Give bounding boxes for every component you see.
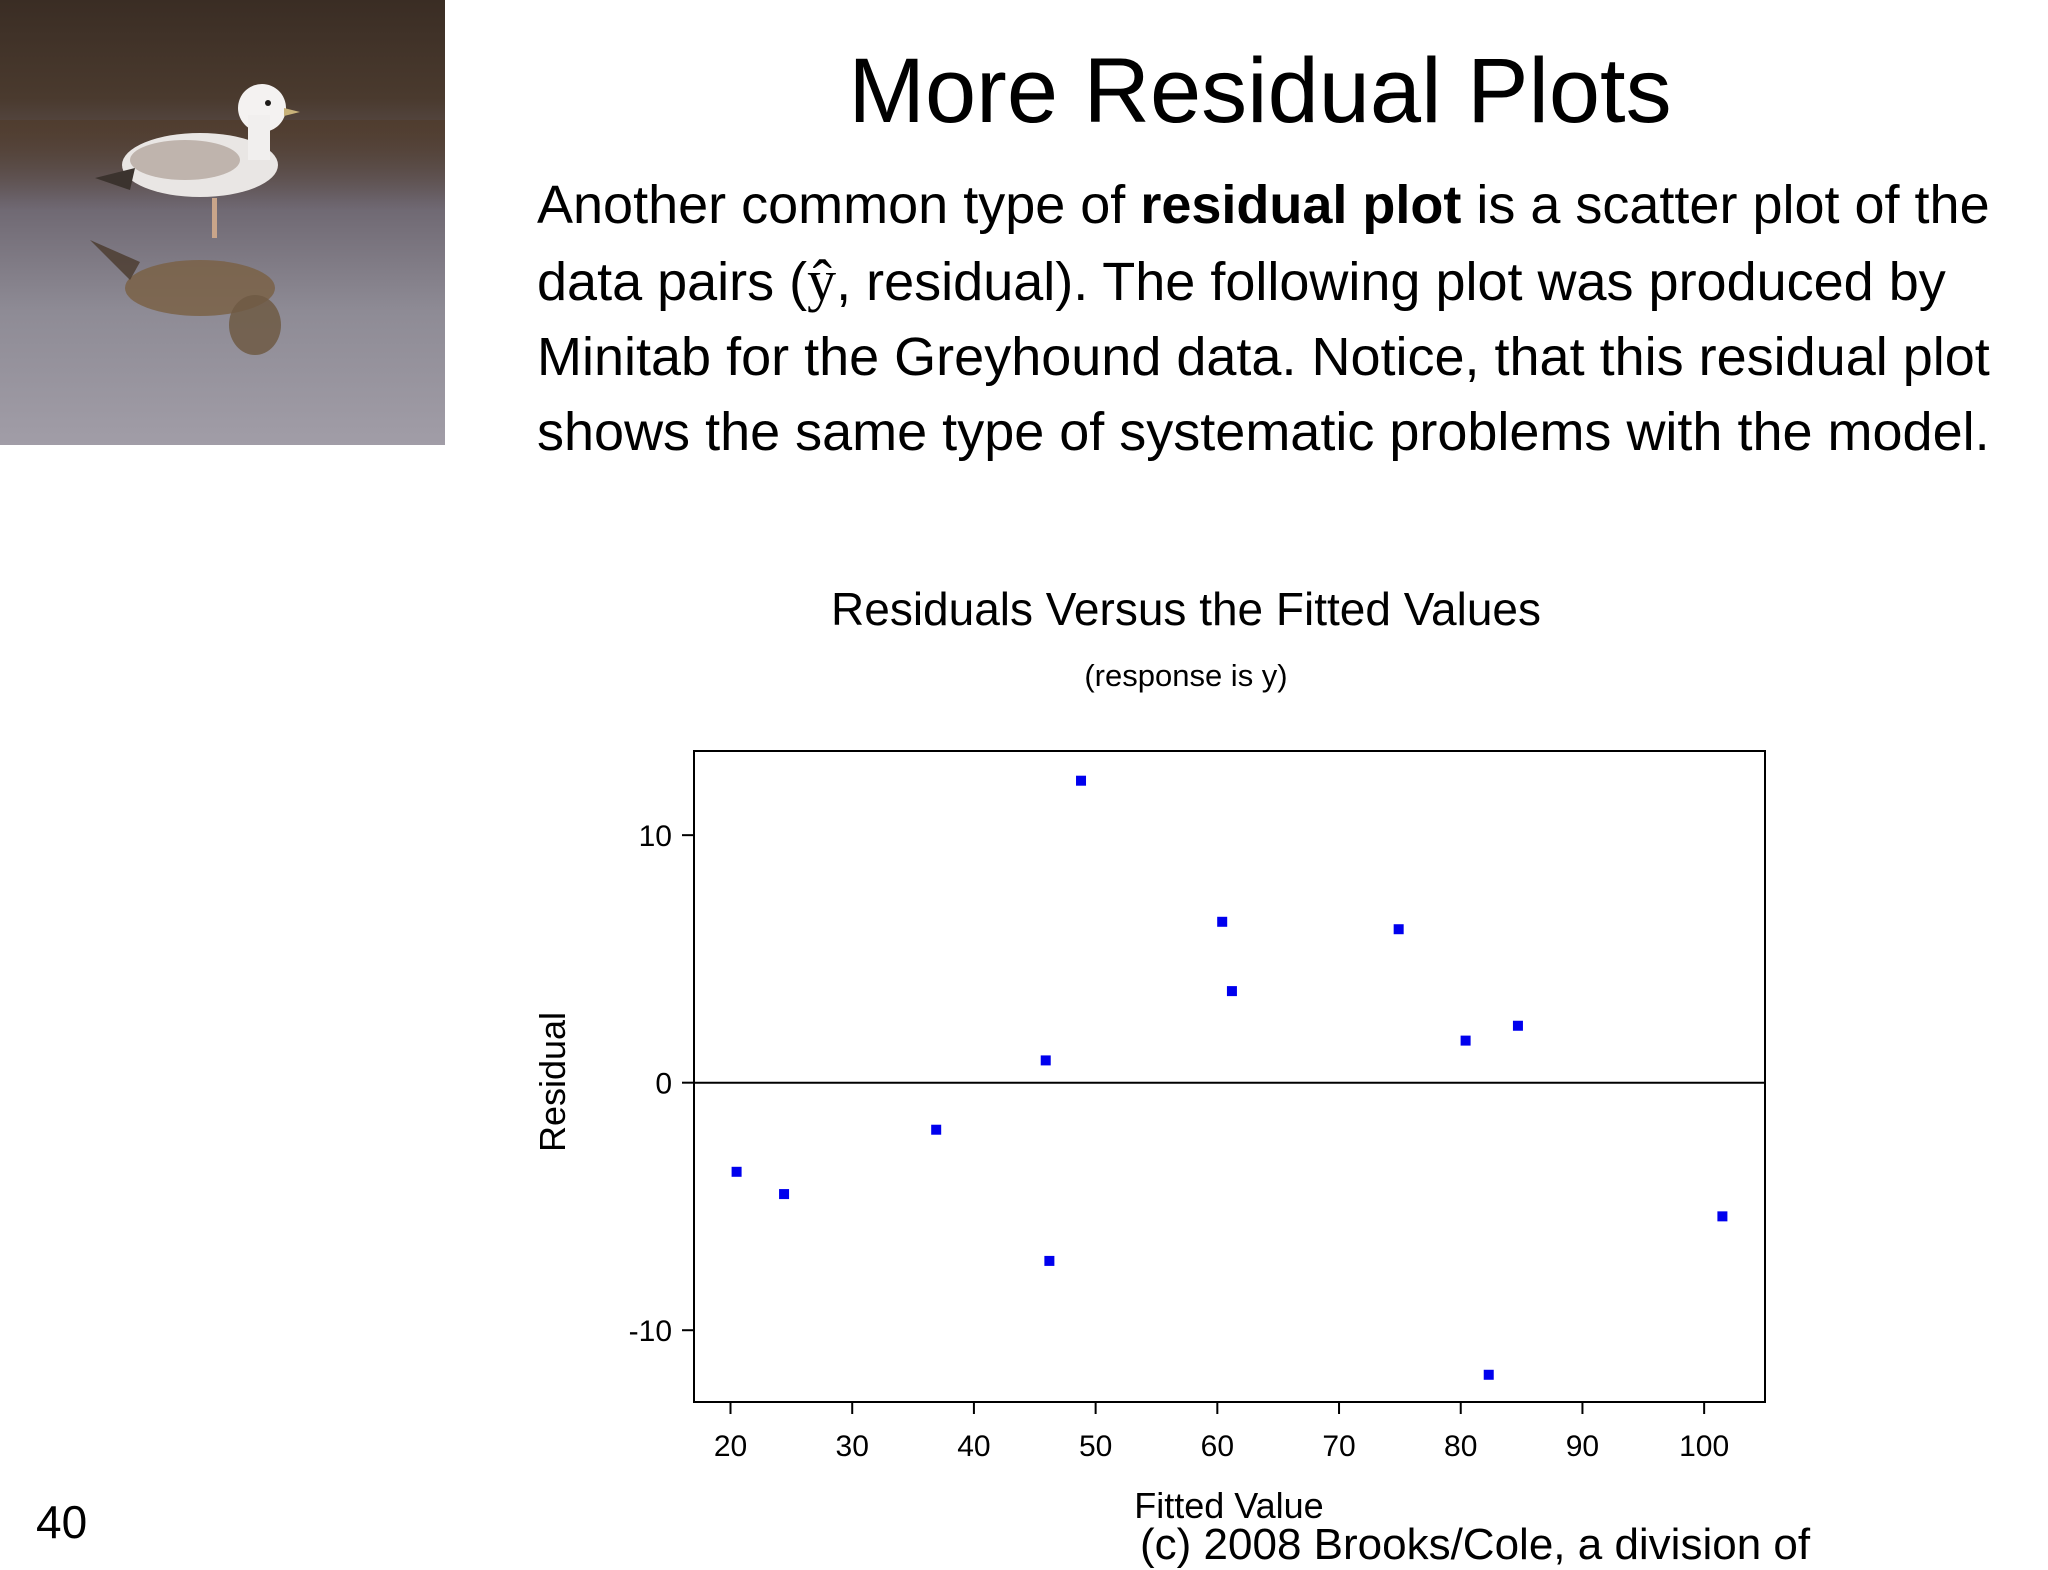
data-point — [1717, 1211, 1728, 1222]
data-point — [931, 1124, 942, 1135]
plot-frame — [693, 750, 1766, 1403]
seagull-icon — [90, 84, 300, 355]
data-point — [1393, 924, 1404, 935]
y-axis-label: Residual — [532, 1012, 573, 1152]
x-tick-label: 80 — [1444, 1430, 1477, 1463]
body-text-part2: is a scatter plot of the data pairs ( — [537, 175, 1990, 312]
y-tick-label: 0 — [655, 1068, 672, 1101]
points-layer — [731, 775, 1728, 1380]
residual-scatter-chart: Residuals Versus the Fitted Values (resp… — [532, 583, 1766, 1526]
slide-body-text: Another common type of residual plot is … — [537, 168, 2007, 470]
data-point — [779, 1189, 790, 1200]
slide-title: More Residual Plots — [848, 40, 1672, 142]
data-point — [1460, 1035, 1471, 1046]
x-axis-label: Fitted Value — [1134, 1485, 1323, 1526]
axes-layer: 20 30 40 50 60 70 80 90 100 -10 0 10 — [629, 820, 1765, 1463]
data-point — [731, 1166, 742, 1177]
body-text-part1: Another common type of — [537, 175, 1141, 235]
seagull-photo — [0, 0, 445, 445]
x-tick-label: 30 — [836, 1430, 869, 1463]
data-point — [1483, 1369, 1494, 1380]
x-tick-label: 100 — [1679, 1430, 1729, 1463]
data-point — [1226, 986, 1237, 997]
chart-title: Residuals Versus the Fitted Values — [831, 583, 1541, 635]
data-point — [1076, 775, 1087, 786]
x-tick-label: 90 — [1566, 1430, 1599, 1463]
copyright-notice: (c) 2008 Brooks/Cole, a division of — [1140, 1520, 1811, 1569]
data-point — [1040, 1055, 1051, 1066]
x-tick-label: 50 — [1079, 1430, 1112, 1463]
data-point — [1512, 1020, 1523, 1031]
body-text-part3: , residual). The following plot was prod… — [537, 252, 1990, 462]
data-point — [1044, 1255, 1055, 1266]
x-tick-label: 20 — [714, 1430, 747, 1463]
x-tick-label: 60 — [1201, 1430, 1234, 1463]
chart-subtitle: (response is y) — [1084, 658, 1287, 693]
x-tick-label: 40 — [957, 1430, 990, 1463]
x-tick-label: 70 — [1322, 1430, 1355, 1463]
residual-plot-term: residual plot — [1140, 175, 1462, 235]
y-hat-symbol: ŷ — [807, 248, 837, 313]
y-tick-label: 10 — [639, 820, 672, 853]
y-tick-label: -10 — [629, 1315, 672, 1348]
data-point — [1217, 916, 1228, 927]
slide-number: 40 — [36, 1496, 88, 1548]
